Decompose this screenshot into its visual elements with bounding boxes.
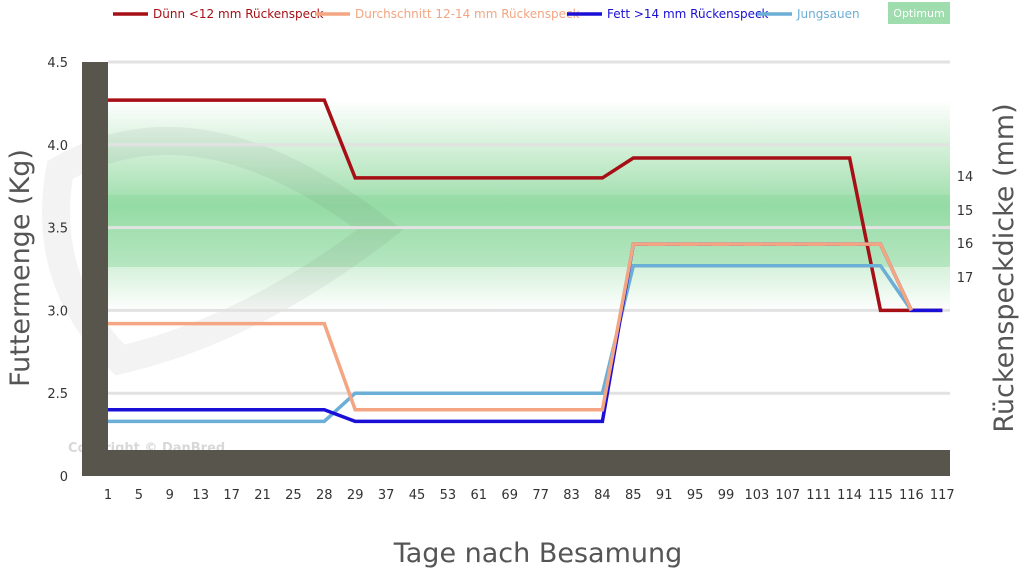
x-tick-label: 115 [868,488,893,503]
bottom-axis-bar [82,450,950,476]
x-tick-label: 17 [223,488,240,503]
x-tick-label: 21 [254,488,271,503]
y2-tick-label: 16 [957,237,974,252]
x-tick-label: 99 [718,488,735,503]
x-tick-label: 1 [104,488,112,503]
optimum-band [108,100,950,312]
left-axis-bar [82,62,108,476]
x-tick-label: 83 [563,488,580,503]
x-tick-label: 107 [775,488,800,503]
legend-label: Jungsauen [796,7,860,21]
x-axis-title: Tage nach Besamung [393,538,683,569]
y2-tick-label: 15 [957,204,974,219]
x-tick-label: 117 [930,488,955,503]
x-tick-label: 29 [347,488,364,503]
watermark-logo [42,126,403,376]
x-tick-label: 37 [378,488,395,503]
x-tick-label: 53 [440,488,457,503]
y2-tick-label: 14 [957,170,974,185]
x-tick-label: 84 [594,488,611,503]
x-tick-label: 77 [532,488,549,503]
x-tick-label: 116 [899,488,924,503]
y2-axis-title: Rückenspeckdicke (mm) [989,103,1020,432]
legend-label: Fett >14 mm Rückenspeck [607,7,769,21]
y-tick-label: 3.5 [47,222,68,237]
x-axis-ticks: 1 5 9 13 17 21 25 28 29 37 45 53 61 69 77 83 84 85 91 95 99 1… [104,488,955,503]
y-axis-ticks: 0 2.5 3.0 3.5 4.0 4.5 [47,56,68,485]
x-tick-label: 45 [409,488,426,503]
y-tick-label: 0 [60,470,68,485]
x-tick-label: 5 [135,488,143,503]
x-tick-label: 91 [656,488,673,503]
optimum-band-core [108,195,950,267]
y2-axis-ticks: 14 15 16 17 [957,170,974,286]
y-tick-label: 2.5 [47,387,68,402]
y-tick-label: 4.5 [47,56,68,71]
x-tick-label: 25 [285,488,302,503]
y-tick-label: 3.0 [47,304,68,319]
legend: Dünn <12 mm Rückenspeck Durchschnitt 12-1… [113,7,860,21]
optimum-legend-label: Optimum [893,7,944,20]
legend-label: Durchschnitt 12-14 mm Rückenspeck [355,7,580,21]
x-tick-label: 85 [625,488,642,503]
y-axis-title: Futtermenge (Kg) [5,149,36,387]
x-tick-label: 114 [837,488,862,503]
x-tick-label: 111 [806,488,831,503]
series-lines [108,98,943,424]
x-tick-label: 95 [687,488,704,503]
series-line-0 [108,98,943,313]
optimum-legend-box [888,2,950,24]
legend-label: Dünn <12 mm Rückenspeck [153,7,324,21]
x-tick-label: 28 [316,488,333,503]
series-line-3 [108,263,913,424]
y-tick-label: 4.0 [47,139,68,154]
x-tick-label: 9 [166,488,174,503]
x-tick-label: 61 [471,488,488,503]
x-tick-label: 69 [501,488,518,503]
y2-tick-label: 17 [957,271,974,286]
x-tick-label: 13 [192,488,209,503]
x-tick-label: 103 [744,488,769,503]
